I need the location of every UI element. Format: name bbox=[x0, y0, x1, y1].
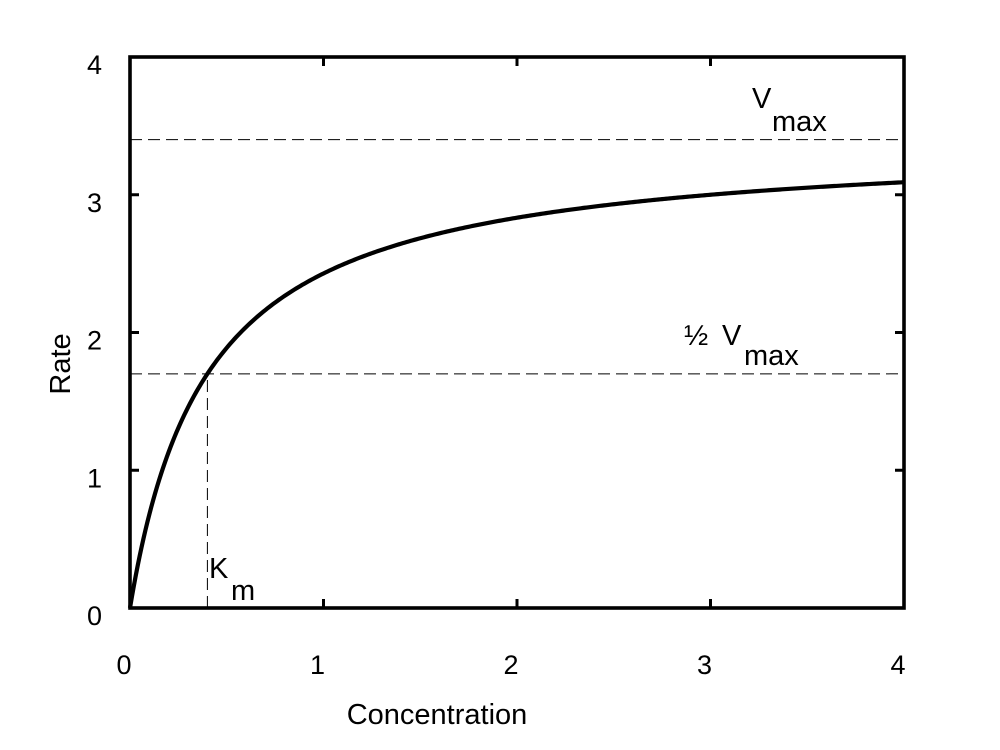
x-axis-label: Concentration bbox=[347, 699, 528, 731]
y-tick-label: 4 bbox=[87, 50, 102, 80]
annotation-subscript: m bbox=[231, 575, 255, 607]
rate-curve bbox=[127, 180, 905, 609]
annotation-subscript: max bbox=[772, 106, 827, 138]
annotation-main: V bbox=[722, 320, 742, 352]
axis-ticks bbox=[128, 55, 906, 610]
y-tick-label: 0 bbox=[87, 601, 102, 631]
y-axis-label: Rate bbox=[45, 333, 77, 394]
annotation-subscript: max bbox=[744, 340, 799, 372]
reference-lines bbox=[130, 139, 904, 608]
x-tick-label: 2 bbox=[503, 650, 518, 680]
x-tick-label: 0 bbox=[116, 650, 131, 680]
x-tick-label: 1 bbox=[310, 650, 325, 680]
y-tick-label: 2 bbox=[87, 326, 102, 356]
annotation-main: K bbox=[209, 553, 229, 585]
tick-labels: 0 1 2 3 4 0 1 2 3 4 bbox=[87, 50, 906, 680]
annotation-main: V bbox=[752, 83, 772, 115]
x-tick-label: 4 bbox=[890, 650, 905, 680]
x-tick-label: 3 bbox=[697, 650, 712, 680]
y-tick-label: 3 bbox=[87, 188, 102, 218]
y-tick-label: 1 bbox=[87, 463, 102, 493]
annotation-prefix: ½ bbox=[684, 320, 708, 352]
